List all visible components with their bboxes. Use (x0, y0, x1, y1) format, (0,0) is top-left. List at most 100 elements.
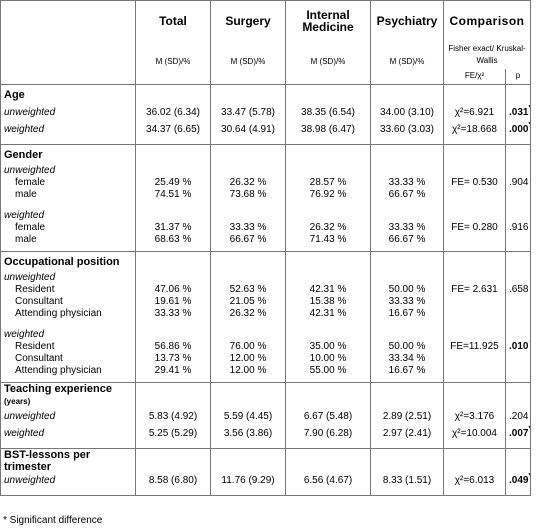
value-cell: 2.97 (2.41) (370, 425, 444, 442)
significance-mark: * (528, 341, 529, 347)
table-row: Occupational position (0, 251, 532, 272)
row-label: Attending physician (0, 364, 136, 377)
table-row: Resident 56.86 % 76.00 % 35.00 % 50.00 % FE=1… (0, 340, 532, 353)
value-cell: 15.38 % (285, 295, 371, 308)
value-cell: 33.33 % (370, 295, 444, 308)
table-row: weighted 5.25 (5.29) 3.56 (3.86) 7.90 (6.28… (0, 425, 532, 442)
measure-label: M (SD)/% (370, 40, 444, 85)
row-label: Resident (0, 340, 136, 353)
section-title: Age (0, 84, 136, 105)
empty-cell (370, 489, 444, 496)
empty-cell (0, 0, 136, 41)
test-stat: χ²=6.013 (443, 472, 506, 490)
empty-cell (443, 233, 506, 246)
test-stat: FE= 0.530 (443, 176, 506, 189)
table-row: Teaching experience (years) (0, 382, 532, 408)
value-cell: 5.59 (4.45) (210, 408, 286, 425)
group-label: weighted (0, 121, 136, 139)
test-header: Fisher exact/ Kruskal-Wallis (442, 40, 532, 69)
row-label: female (0, 176, 136, 189)
empty-cell (504, 364, 532, 377)
empty-cell (504, 200, 532, 210)
empty-cell (504, 295, 532, 308)
group-label: unweighted (0, 408, 136, 425)
section-title-text: BST-lessons per trimester (4, 448, 91, 473)
value-cell: 38.35 (6.54) (285, 104, 371, 122)
value-cell: 68.63 % (135, 233, 211, 246)
value-cell: 56.86 % (135, 340, 211, 353)
empty-cell (443, 364, 506, 377)
p-header: p (504, 68, 532, 85)
table-row (0, 442, 532, 449)
value-cell: 3.56 (3.86) (210, 425, 286, 442)
table-row: BST-lessons per trimester (0, 447, 532, 473)
empty-cell (443, 489, 506, 496)
value-cell: 29.41 % (135, 364, 211, 377)
empty-cell (443, 319, 506, 329)
group-label: weighted (0, 209, 136, 222)
empty-cell (504, 352, 532, 365)
table-row: Consultant 13.73 % 12.00 % 10.00 % 33.34 % (0, 352, 532, 365)
empty-cell (210, 328, 286, 341)
value-cell: 33.33 % (135, 307, 211, 320)
empty-cell (285, 144, 371, 165)
value-cell: 12.00 % (210, 364, 286, 377)
value-cell: 50.00 % (370, 283, 444, 296)
empty-cell (504, 209, 532, 222)
value-cell: 34.00 (3.10) (370, 104, 444, 122)
value-cell: 26.32 % (285, 221, 371, 234)
value-cell: 71.43 % (285, 233, 371, 246)
section-title-text: Occupational position (4, 255, 120, 268)
empty-cell (443, 164, 506, 177)
empty-cell (370, 271, 444, 284)
group-label: unweighted (0, 472, 136, 490)
table-row (0, 200, 532, 210)
value-cell: 66.67 % (210, 233, 286, 246)
value-cell: 31.37 % (135, 221, 211, 234)
empty-cell (135, 447, 211, 473)
measure-label: M (SD)/% (210, 40, 286, 85)
section-title-text: Teaching experience (4, 383, 113, 395)
table-row: Age (0, 84, 532, 105)
test-stat: χ²=18.668 (443, 121, 506, 139)
empty-cell (135, 209, 211, 222)
value-cell: 25.49 % (135, 176, 211, 189)
value-cell: 42.31 % (285, 307, 371, 320)
significance-mark: * (528, 122, 529, 130)
value-cell: 8.33 (1.51) (370, 472, 444, 490)
empty-cell (135, 84, 211, 105)
empty-cell (210, 200, 286, 210)
empty-cell (443, 84, 506, 105)
empty-cell (285, 447, 371, 473)
table-row: weighted (0, 209, 532, 222)
table-row: female 25.49 % 26.32 % 28.57 % 33.33 % FE= 0.… (0, 176, 532, 189)
empty-cell (285, 328, 371, 341)
empty-cell (504, 251, 532, 272)
row-label: Consultant (0, 295, 136, 308)
empty-cell (135, 319, 211, 329)
value-cell: 5.83 (4.92) (135, 408, 211, 425)
table-row: Gender (0, 144, 532, 165)
empty-cell (370, 144, 444, 165)
value-cell: 33.33 % (370, 221, 444, 234)
table-row: weighted (0, 328, 532, 341)
empty-cell (285, 209, 371, 222)
empty-cell (443, 352, 506, 365)
significance-mark: * (528, 105, 529, 113)
value-cell: 33.33 % (370, 176, 444, 189)
table-row: Total Surgery Internal Medicine Psychiatry C… (0, 0, 532, 41)
section-title: Occupational position (0, 251, 136, 272)
empty-cell (135, 164, 211, 177)
value-cell: 12.00 % (210, 352, 286, 365)
empty-cell (443, 200, 506, 210)
value-cell: 16.67 % (370, 307, 444, 320)
table-row: Consultant 19.61 % 21.05 % 15.38 % 33.33 % (0, 295, 532, 308)
empty-cell (370, 251, 444, 272)
empty-cell (0, 200, 136, 210)
value-cell: 33.60 (3.03) (370, 121, 444, 139)
empty-cell (135, 328, 211, 341)
table-row: female 31.37 % 33.33 % 26.32 % 33.33 % FE= 0.… (0, 221, 532, 234)
empty-cell (504, 442, 532, 449)
value-cell: 21.05 % (210, 295, 286, 308)
